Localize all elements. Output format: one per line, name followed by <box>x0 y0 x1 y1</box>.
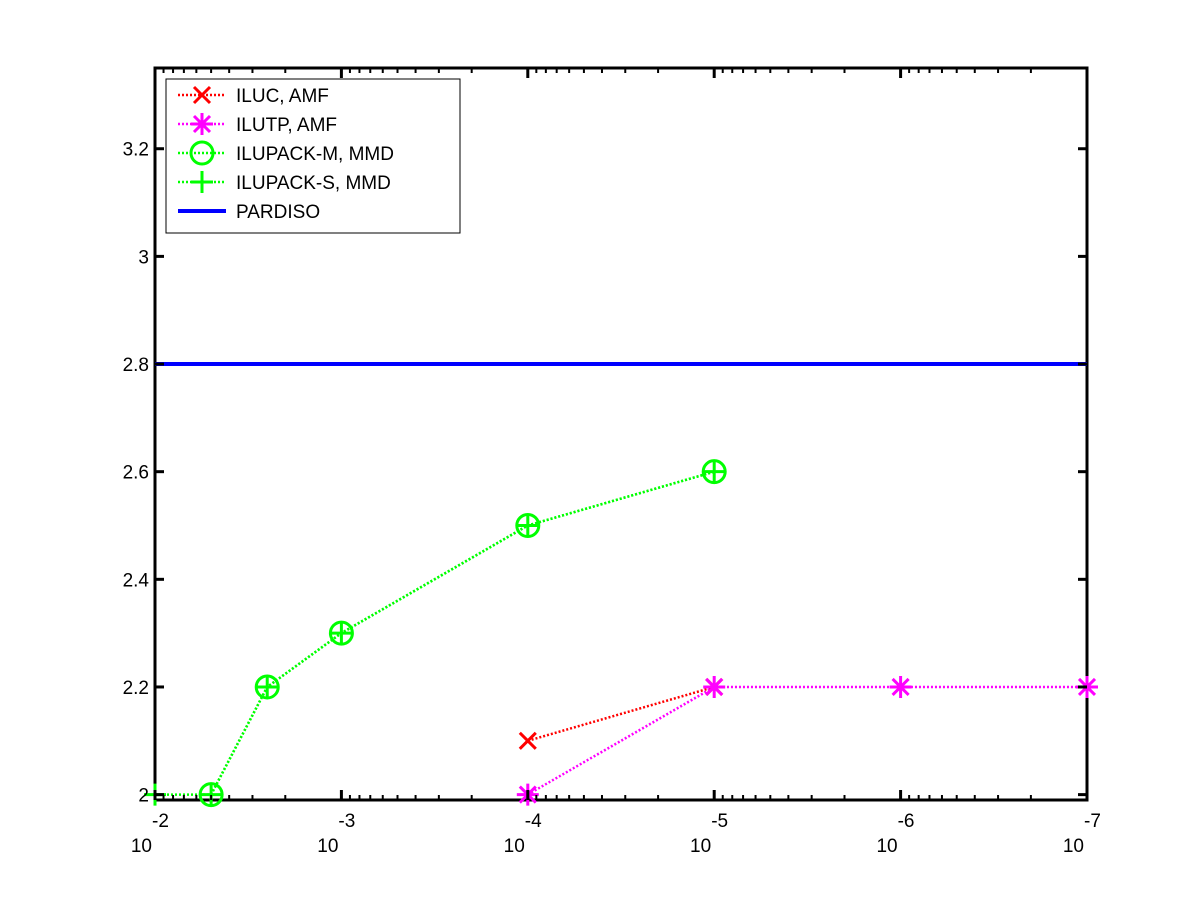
series-line <box>527 685 1087 796</box>
x-tick-base: 10 <box>131 836 152 857</box>
legend: ILUC, AMF ILUTP, AMF ILUPACK-M, MMD ILUPACK… <box>165 78 461 234</box>
y-tick-label: 3 <box>138 247 149 268</box>
x-tick-exponent: -6 <box>898 811 915 832</box>
plus-marker <box>200 783 223 806</box>
y-tick-label: 2.6 <box>123 463 149 484</box>
x-tick-exponent: -7 <box>1084 811 1101 832</box>
series-line <box>527 685 715 743</box>
x-marker <box>192 85 212 105</box>
legend-label: ILUPACK-M, MMD <box>236 144 394 165</box>
x-marker <box>518 731 537 750</box>
axes-frame <box>153 66 1089 802</box>
y-tick-label: 2 <box>138 786 149 807</box>
legend-entry: ILUPACK-M, MMD <box>178 140 394 166</box>
asterisk-marker <box>191 113 213 135</box>
plus-marker <box>516 514 539 537</box>
x-tick-base: 10 <box>876 836 897 857</box>
y-tick-label: 2.8 <box>123 355 149 376</box>
plus-marker <box>256 675 279 698</box>
y-tick-label: 2.4 <box>123 570 150 591</box>
x-tick-exponent: -3 <box>338 811 355 832</box>
legend-label: PARDISO <box>236 202 320 223</box>
legend-entry: PARDISO <box>178 202 320 223</box>
legend-entry: ILUTP, AMF <box>178 113 337 136</box>
y-tick-label: 3.2 <box>123 140 149 161</box>
asterisk-marker <box>889 675 912 698</box>
legend-label: ILUC, AMF <box>236 86 329 107</box>
x-tick-exponent: -4 <box>525 811 542 832</box>
x-tick-base: 10 <box>690 836 711 857</box>
ticks-layer: 22.22.42.62.833.210-210-310-410-510-610-… <box>123 68 1101 857</box>
plus-marker <box>330 622 353 645</box>
legend-label: ILUTP, AMF <box>236 115 337 136</box>
plus-marker <box>703 460 726 483</box>
x-tick-exponent: -2 <box>152 811 169 832</box>
x-tick-exponent: -5 <box>711 811 728 832</box>
legend-entry: ILUPACK-S, MMD <box>178 171 391 194</box>
circle-marker <box>189 140 215 166</box>
x-tick-base: 10 <box>504 836 525 857</box>
asterisk-marker <box>703 675 726 698</box>
series-line <box>155 470 715 796</box>
legend-box <box>165 78 461 234</box>
series-ilupack-s-mmd <box>144 460 726 806</box>
y-tick-label: 2.2 <box>123 678 149 699</box>
legend-entry: ILUC, AMF <box>178 85 329 107</box>
x-tick-base: 10 <box>317 836 338 857</box>
legend-label: ILUPACK-S, MMD <box>236 173 391 194</box>
x-tick-base: 10 <box>1063 836 1084 857</box>
plus-marker <box>191 171 213 193</box>
